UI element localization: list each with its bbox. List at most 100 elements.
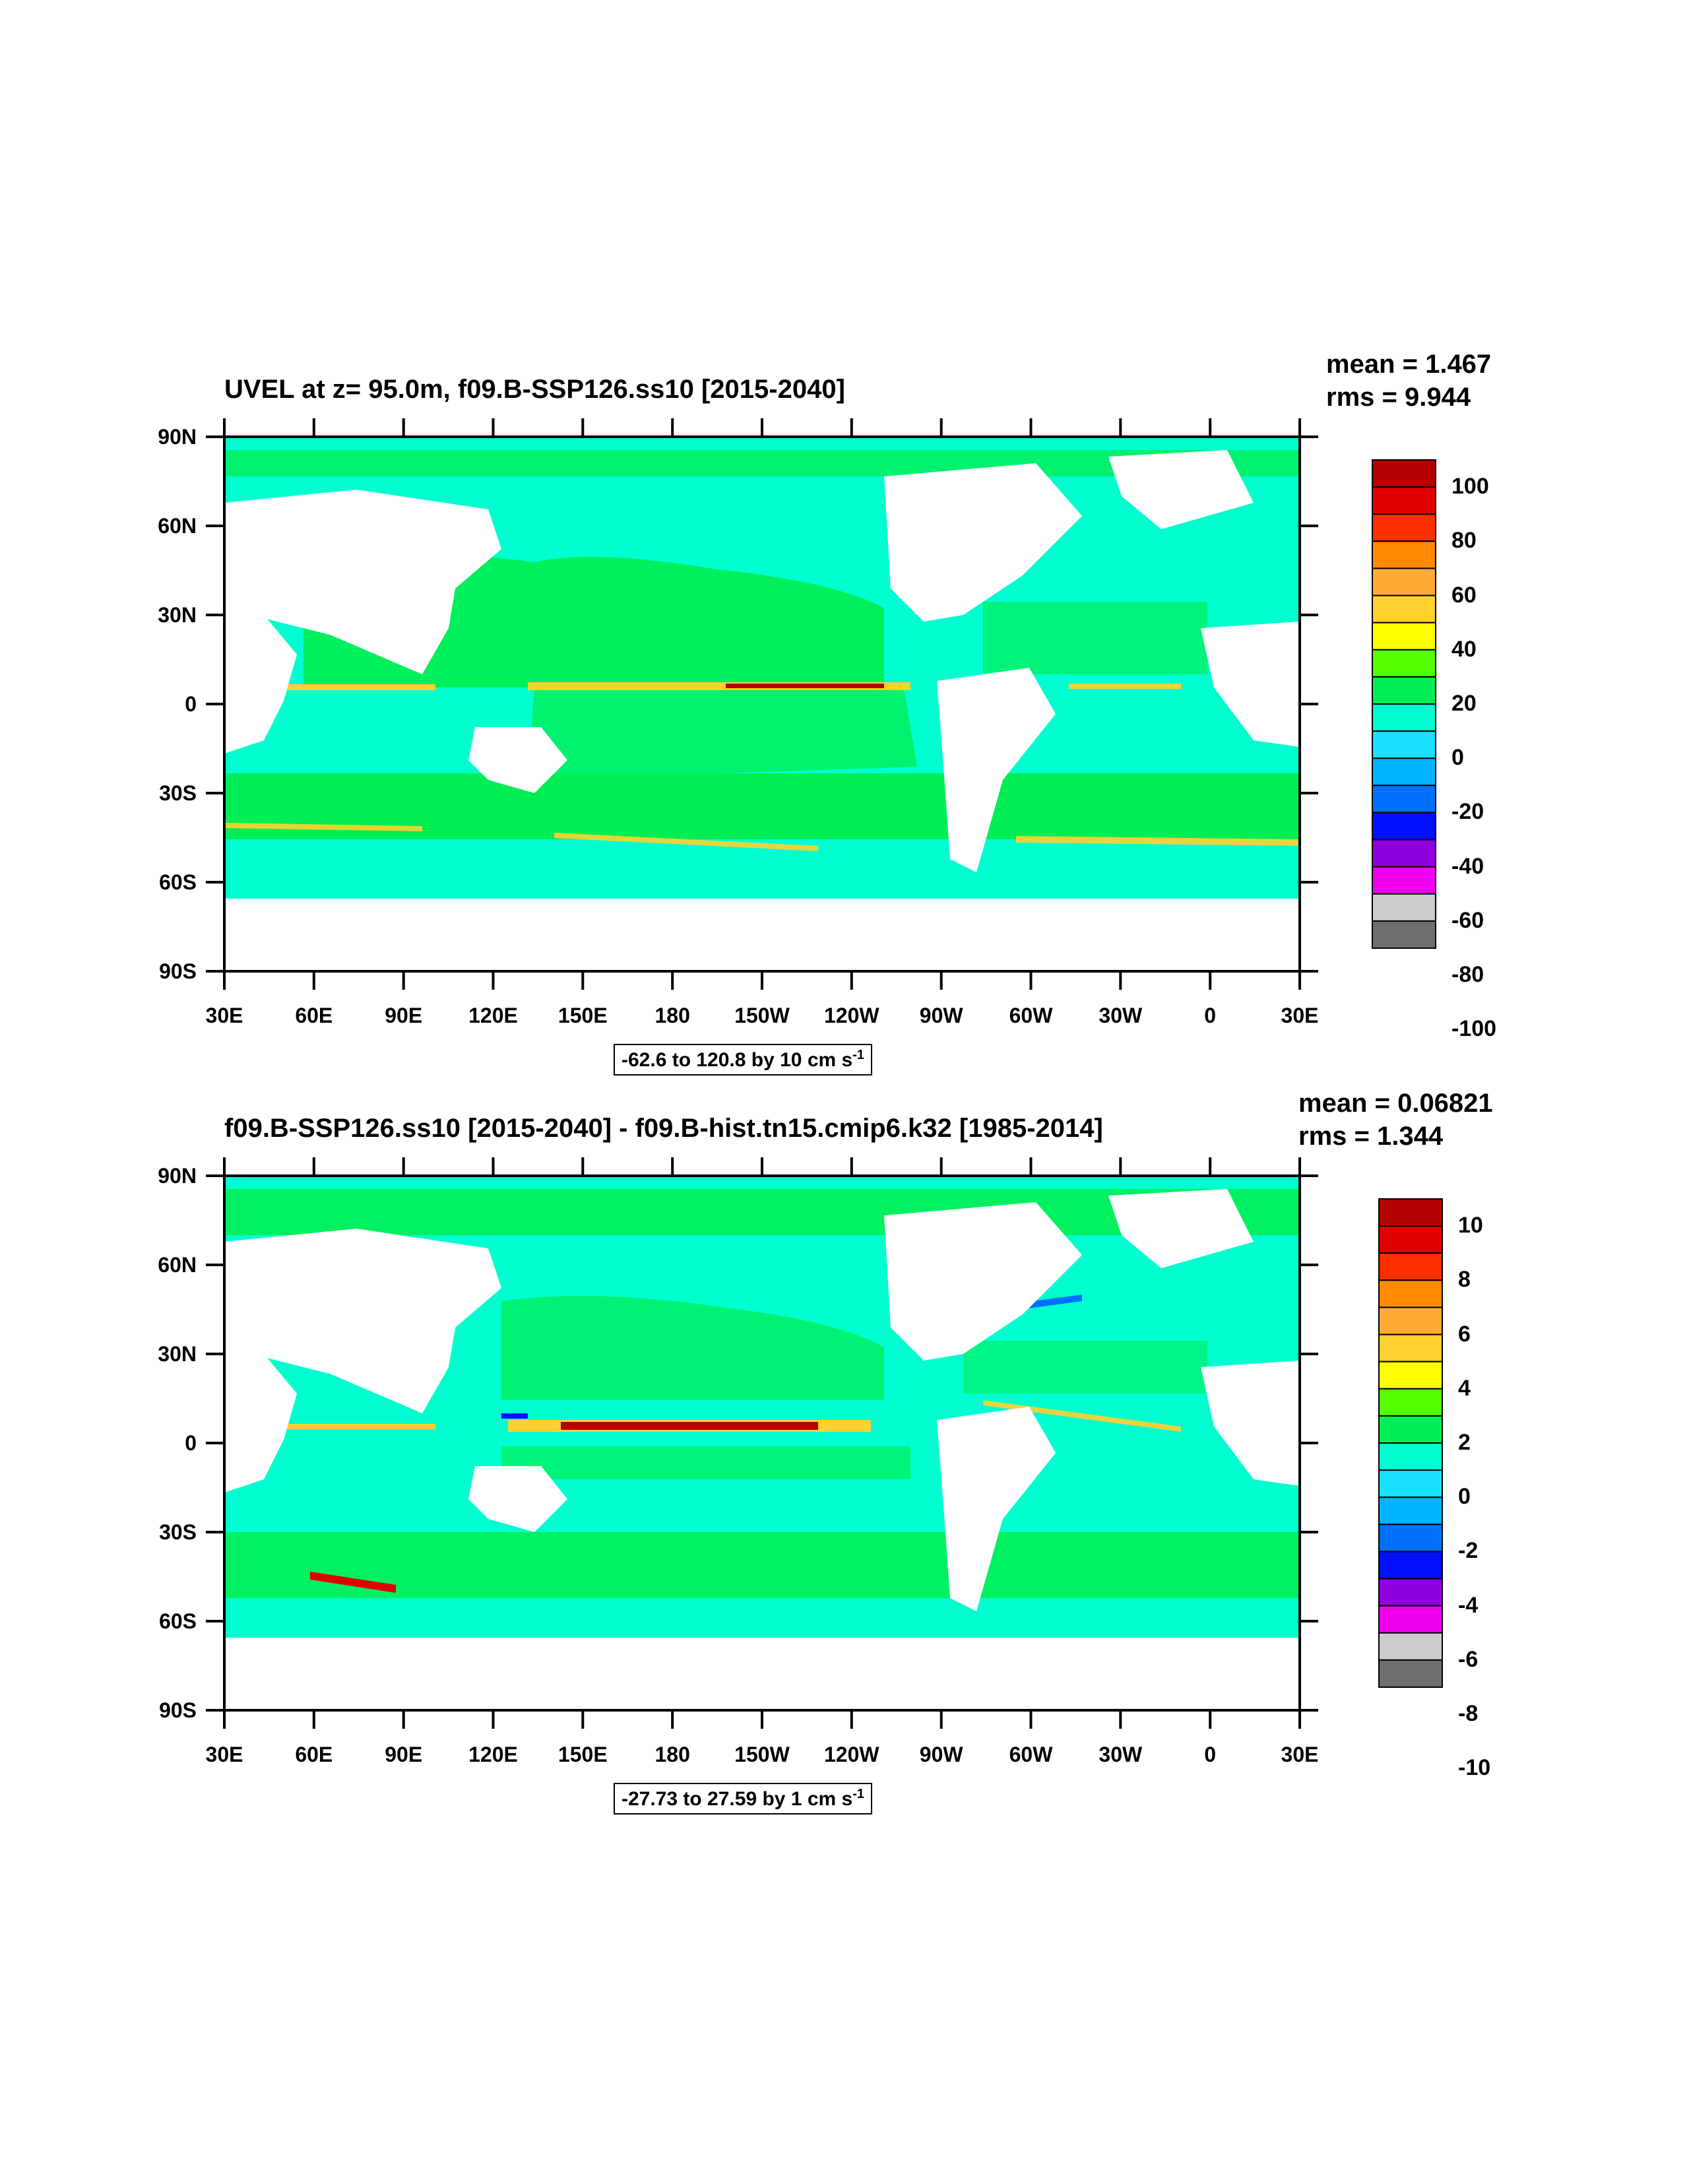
- lat-label: 30S: [159, 781, 197, 805]
- colorbar-swatch: [1378, 1605, 1443, 1634]
- lat-label: 90S: [159, 959, 197, 983]
- contour-info-exponent: -1: [852, 1048, 864, 1062]
- indian-band: [251, 1424, 435, 1429]
- colorbar-swatch: [1372, 459, 1436, 488]
- colorbar-label: 0: [1451, 745, 1464, 771]
- colorbar-label: -40: [1451, 853, 1484, 879]
- indian-band: [251, 684, 435, 690]
- colorbar-swatch: [1372, 812, 1436, 841]
- panel-title: f09.B-SSP126.ss10 [2015-2040] - f09.B-hi…: [224, 1114, 1103, 1143]
- lon-label: 120E: [468, 1743, 518, 1766]
- south-pacific-green: [528, 688, 917, 780]
- south-pacific-green: [501, 1446, 910, 1479]
- colorbar-swatch: [1372, 703, 1436, 732]
- lon-label: 60E: [295, 1004, 333, 1027]
- eurasia-land: [224, 490, 501, 674]
- lon-label: 30E: [1281, 1004, 1319, 1027]
- colorbar-swatch: [1372, 866, 1436, 895]
- eurasia-land: [224, 1229, 501, 1413]
- colorbar-swatch: [1372, 649, 1436, 678]
- lon-label: 0: [1204, 1743, 1216, 1766]
- colorbar-label: 80: [1451, 528, 1477, 554]
- equatorial-band-red: [561, 1422, 818, 1430]
- colorbar: [1371, 459, 1437, 957]
- colorbar-swatch: [1372, 757, 1436, 787]
- colorbar-label: 60: [1451, 582, 1477, 608]
- africa-land: [224, 608, 297, 754]
- antarctica-land: [224, 1638, 1300, 1710]
- colorbar-label: -60: [1451, 907, 1484, 933]
- lon-label: 60W: [1009, 1743, 1054, 1766]
- lon-label: 90E: [385, 1743, 422, 1766]
- colorbar-swatch: [1378, 1361, 1443, 1390]
- lon-label: 90E: [385, 1004, 422, 1027]
- rms-stat: rms = 1.344: [1298, 1122, 1444, 1151]
- lon-label: 180: [655, 1004, 690, 1027]
- acc-band-1: [224, 823, 422, 831]
- colorbar-swatch: [1378, 1632, 1443, 1661]
- lat-label: 0: [185, 692, 197, 716]
- atlantic-green: [983, 602, 1207, 674]
- africa-land: [224, 1347, 297, 1493]
- acc-anomaly: [310, 1572, 396, 1593]
- north-america-land: [884, 1202, 1082, 1361]
- lat-axis: 90N 60N 30N 0 30S 60S 90S: [158, 425, 1318, 983]
- lat-label: 30N: [158, 1342, 197, 1366]
- colorbar-swatch: [1378, 1496, 1443, 1526]
- greenland-land: [1108, 450, 1254, 529]
- colorbar-label: -20: [1451, 799, 1484, 825]
- contour-info-box: -27.73 to 27.59 by 1 cm s-1: [614, 1783, 872, 1815]
- colorbar-swatch: [1378, 1578, 1443, 1607]
- contour-info-text: -27.73 to 27.59 by 1 cm s: [621, 1788, 853, 1810]
- lat-label: 60N: [158, 1253, 197, 1277]
- atlantic-band: [983, 1400, 1181, 1432]
- colorbar-swatch: [1378, 1198, 1443, 1227]
- lon-label: 30E: [206, 1004, 243, 1027]
- southern-ocean-green: [224, 773, 1300, 839]
- lon-axis: 30E 60E 90E 120E 150E 180 150W 120W 90W …: [206, 1157, 1319, 1766]
- lat-label: 0: [185, 1431, 197, 1455]
- colorbar-swatch: [1372, 785, 1436, 814]
- southern-ocean-green: [224, 1532, 1300, 1598]
- africa-east-land: [1201, 1361, 1300, 1486]
- colorbar-swatch: [1372, 622, 1436, 651]
- panel-bottom: f09.B-SSP126.ss10 [2015-2040] - f09.B-hi…: [0, 739, 1689, 1834]
- mean-stat: mean = 1.467: [1326, 350, 1492, 379]
- colorbar-label: -6: [1458, 1646, 1479, 1672]
- colorbar-swatch: [1378, 1225, 1443, 1254]
- lon-label: 30W: [1099, 1004, 1143, 1027]
- lon-label: 150E: [558, 1004, 608, 1027]
- lat-label: 90N: [158, 1164, 197, 1188]
- western-pacific-negative: [501, 1413, 528, 1419]
- lon-label: 60E: [295, 1743, 333, 1766]
- map-plot: 90N 60N 30N 0 30S 60S 90S: [158, 418, 1318, 1027]
- colorbar-swatch: [1378, 1333, 1443, 1363]
- colorbar-swatch: [1372, 676, 1436, 705]
- lon-label: 90W: [920, 1004, 964, 1027]
- colorbar-label: 8: [1458, 1267, 1471, 1293]
- lat-axis: 90N 60N 30N 0 30S 60S 90S: [158, 1164, 1318, 1722]
- colorbar-label: 2: [1458, 1430, 1471, 1455]
- colorbar-swatch: [1372, 540, 1436, 569]
- colorbar-swatch: [1378, 1279, 1443, 1308]
- australia-land: [468, 1466, 567, 1532]
- colorbar-swatch: [1378, 1659, 1443, 1688]
- lat-label: 30S: [159, 1520, 197, 1544]
- colorbar-label: -4: [1458, 1592, 1479, 1618]
- lon-axis: 30E 60E 90E 120E 150E 180 150W 120W 90W …: [206, 418, 1319, 1027]
- contour-info-exponent: -1: [852, 1787, 864, 1801]
- south-america-land: [937, 1407, 1056, 1611]
- lon-label: 120W: [824, 1004, 879, 1027]
- contour-info-text: -62.6 to 120.8 by 10 cm s: [621, 1049, 853, 1071]
- colorbar-label: 4: [1458, 1375, 1471, 1401]
- lon-label: 120E: [468, 1004, 518, 1027]
- colorbar-swatch: [1372, 567, 1436, 596]
- atlantic-band: [1069, 684, 1181, 689]
- acc-band-3: [1016, 836, 1300, 846]
- north-america-land: [884, 463, 1082, 622]
- australia-land: [468, 727, 567, 793]
- south-america-land: [937, 668, 1056, 872]
- colorbar-swatch: [1378, 1524, 1443, 1553]
- colorbar-label: -100: [1451, 1016, 1497, 1042]
- lon-label: 30E: [1281, 1743, 1319, 1766]
